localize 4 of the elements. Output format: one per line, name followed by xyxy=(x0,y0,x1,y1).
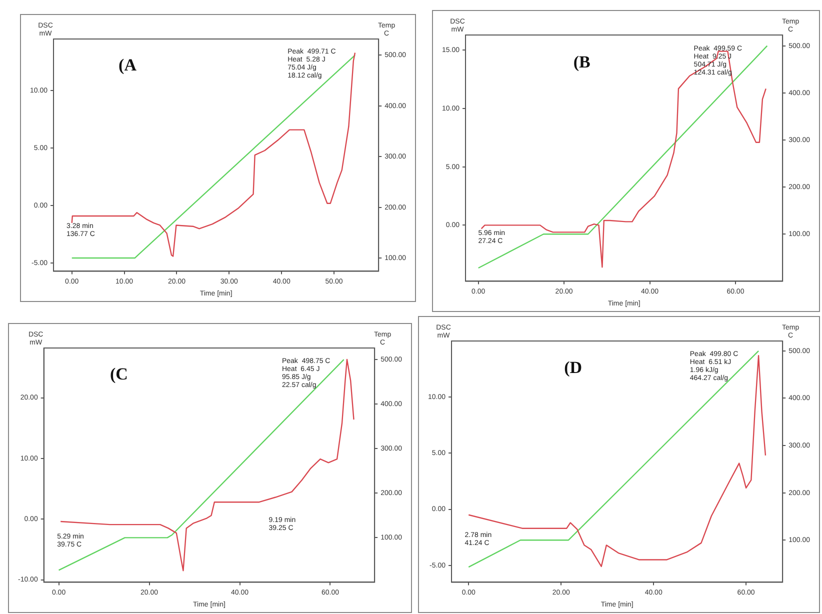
text: (C xyxy=(110,364,128,384)
text: (D xyxy=(564,358,582,378)
text: (A xyxy=(118,55,138,74)
text: (B xyxy=(573,52,590,72)
